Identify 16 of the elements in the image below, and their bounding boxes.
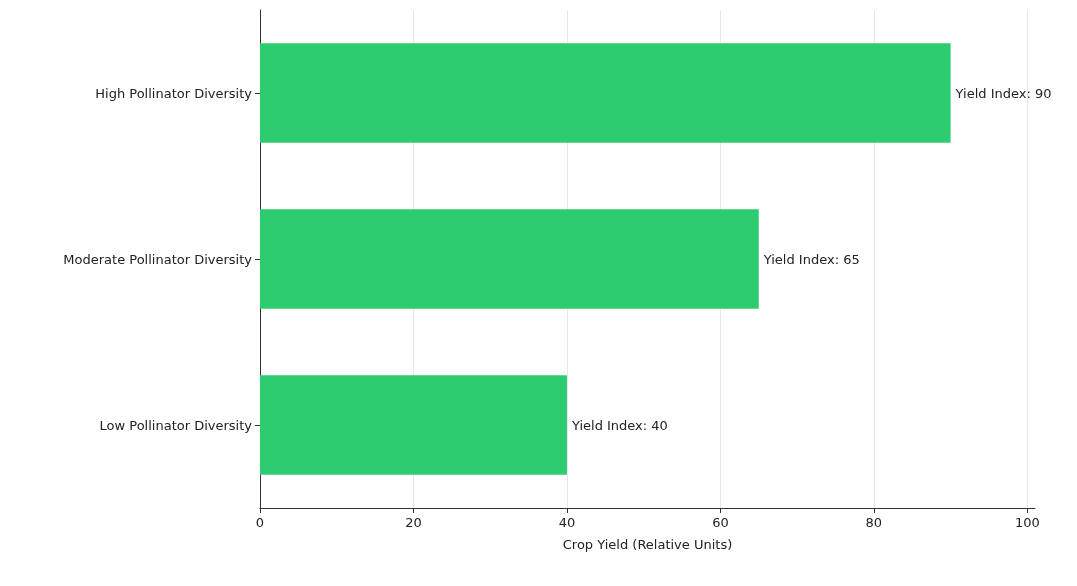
data-label: Yield Index: 65 <box>762 251 860 267</box>
bar <box>260 375 567 475</box>
data-label: Yield Index: 90 <box>954 85 1052 101</box>
x-tick-label: 80 <box>865 515 883 530</box>
x-tick-label: 0 <box>255 515 265 530</box>
y-tick-label: Moderate Pollinator Diversity <box>63 251 253 267</box>
x-axis-title: Crop Yield (Relative Units) <box>562 537 733 552</box>
y-tick-label: High Pollinator Diversity <box>95 85 253 101</box>
x-tick-label: 40 <box>558 515 576 530</box>
y-tick-label: Low Pollinator Diversity <box>99 417 253 433</box>
x-tick-label: 60 <box>712 515 729 530</box>
x-tick-label: 100 <box>1014 515 1040 530</box>
bar <box>260 209 759 309</box>
bar <box>260 43 951 143</box>
x-tick-label: 20 <box>405 515 422 530</box>
data-label: Yield Index: 40 <box>570 417 668 433</box>
